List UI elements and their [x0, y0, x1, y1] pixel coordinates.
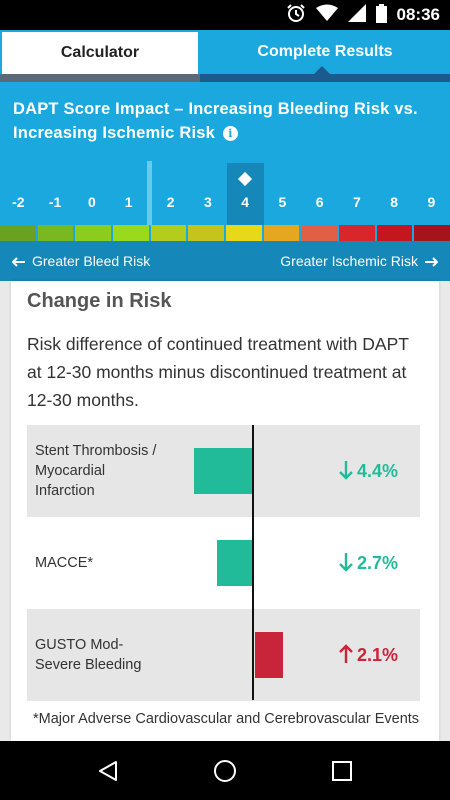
risk-value-text: 2.7% — [356, 553, 398, 573]
score-label: 7 — [352, 194, 361, 210]
score-minus-1[interactable]: -1 — [37, 163, 74, 225]
info-icon[interactable]: i — [222, 126, 238, 142]
score-label: 6 — [315, 194, 324, 210]
score-1[interactable]: 1 — [110, 163, 147, 225]
page-title-text: DAPT Score Impact – Increasing Bleeding … — [13, 100, 418, 142]
risk-row-label: Stent Thrombosis / Myocardial Infarction — [35, 443, 157, 499]
score-minus-2[interactable]: -2 — [0, 163, 37, 225]
tab-calculator[interactable]: Calculator — [0, 30, 200, 74]
risk-bar — [193, 448, 253, 494]
battery-icon — [375, 3, 387, 27]
score-label: 3 — [203, 194, 212, 210]
risk-value: 4.4% — [339, 460, 398, 482]
score-5[interactable]: 5 — [264, 163, 301, 225]
score-label: 0 — [87, 194, 96, 210]
card-description: Risk difference of continued treatment w… — [27, 334, 409, 410]
risk-direction-row: Greater Bleed Risk Greater Ischemic Risk — [0, 241, 450, 281]
risk-row-label: MACCE* — [35, 555, 94, 571]
arrow-down-icon — [339, 553, 357, 573]
score-0[interactable]: 0 — [74, 163, 111, 225]
card-title: Change in Risk — [27, 290, 172, 312]
risk-row: Stent Thrombosis / Myocardial Infarction… — [27, 425, 420, 517]
score-8[interactable]: 8 — [376, 163, 413, 225]
risk-value: 2.7% — [339, 552, 398, 574]
risk-color-segment — [226, 225, 262, 241]
page-title: DAPT Score Impact – Increasing Bleeding … — [13, 97, 438, 145]
tab-indicator-strip — [0, 74, 450, 82]
selected-score-marker — [238, 171, 253, 187]
risk-bar — [255, 632, 284, 678]
active-tab-pointer — [313, 66, 331, 75]
recents-icon[interactable] — [322, 751, 362, 791]
risk-color-segment — [188, 225, 225, 241]
risk-color-segment — [301, 225, 338, 241]
home-icon[interactable] — [205, 751, 245, 791]
score-2[interactable]: 2 — [152, 163, 189, 225]
risk-color-segment — [113, 225, 149, 241]
risk-color-segment — [150, 225, 187, 241]
status-bar: 08:36 — [0, 0, 450, 30]
greater-bleed-label: Greater Bleed Risk — [11, 253, 151, 269]
arrow-down-icon — [339, 461, 357, 481]
score-label: 2 — [166, 194, 175, 210]
score-header: DAPT Score Impact – Increasing Bleeding … — [0, 82, 450, 161]
score-3[interactable]: 3 — [189, 163, 226, 225]
risk-row: GUSTO Mod-Severe Bleeding 2.1% — [27, 609, 420, 701]
score-label: 8 — [390, 194, 399, 210]
risk-rows: Stent Thrombosis / Myocardial Infarction… — [27, 425, 420, 701]
score-9[interactable]: 9 — [413, 163, 450, 225]
navigation-bar — [0, 741, 450, 800]
risk-color-segment — [263, 225, 300, 241]
score-label: 4 — [241, 194, 250, 210]
tab-bar: Calculator Complete Results — [0, 30, 450, 74]
signal-icon — [347, 4, 366, 26]
risk-bar — [216, 540, 253, 586]
score-7[interactable]: 7 — [338, 163, 375, 225]
score-4[interactable]: 4 — [226, 163, 264, 225]
risk-color-bar — [0, 225, 450, 241]
greater-ischemic-label: Greater Ischemic Risk — [280, 253, 439, 269]
back-icon[interactable] — [88, 751, 128, 791]
score-label: -1 — [48, 194, 62, 210]
risk-value-text: 2.1% — [356, 645, 398, 665]
risk-row-label: GUSTO Mod-Severe Bleeding — [35, 637, 142, 673]
risk-color-segment — [339, 225, 375, 241]
arrow-up-icon — [339, 644, 357, 665]
risk-value: 2.1% — [339, 644, 398, 666]
score-6[interactable]: 6 — [301, 163, 338, 225]
score-label: -2 — [12, 194, 25, 210]
risk-color-segment — [376, 225, 413, 241]
clock: 08:36 — [396, 5, 440, 24]
risk-color-segment — [37, 225, 74, 241]
risk-color-segment — [0, 225, 36, 241]
score-label: 1 — [124, 194, 133, 210]
risk-color-segment — [75, 225, 112, 241]
risk-row: MACCE* 2.7% — [27, 517, 420, 609]
zero-axis-line — [252, 425, 254, 700]
risk-value-text: 4.4% — [356, 461, 398, 481]
alarm-icon — [286, 3, 306, 27]
wifi-icon — [315, 4, 338, 26]
score-label: 9 — [427, 194, 436, 210]
footnote: *Major Adverse Cardiovascular and Cerebr… — [33, 711, 420, 727]
greater-bleed-text: Greater Bleed Risk — [32, 253, 151, 269]
arrow-left-icon — [11, 257, 25, 268]
greater-ischemic-text: Greater Ischemic Risk — [280, 253, 418, 269]
arrow-right-icon — [425, 257, 439, 268]
score-label: 5 — [278, 194, 287, 210]
scale-separator — [147, 161, 152, 225]
risk-color-segment — [414, 225, 450, 241]
change-in-risk-card: Change in Risk Risk difference of contin… — [11, 281, 439, 741]
